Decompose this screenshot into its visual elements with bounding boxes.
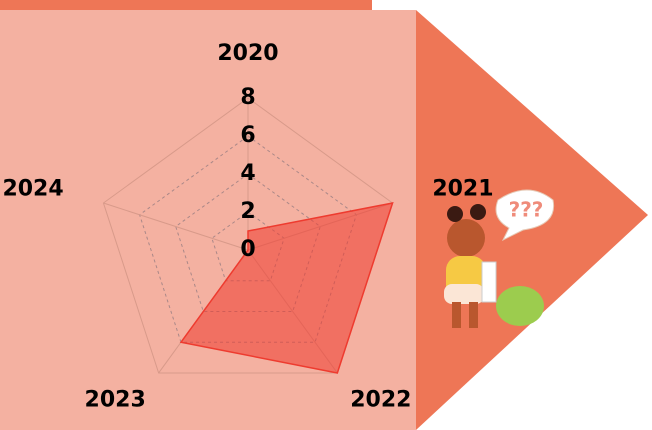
r-tick-label: 6	[240, 123, 255, 148]
diaper	[444, 284, 484, 304]
category-label: 2020	[217, 41, 278, 66]
illustration: ???	[444, 189, 555, 328]
top-bar	[0, 0, 372, 10]
category-label: 2023	[85, 388, 146, 413]
grid-ring	[102, 97, 394, 374]
leg	[452, 302, 461, 328]
category-label: 2022	[350, 388, 411, 413]
radar-area	[179, 202, 394, 374]
r-tick-label: 0	[240, 237, 255, 262]
paper-roll	[481, 261, 497, 303]
hair-bun	[470, 204, 486, 220]
category-label: 2021	[432, 176, 493, 201]
grid-ring	[138, 135, 358, 343]
r-tick-label: 4	[240, 161, 255, 186]
leg	[469, 302, 478, 328]
head	[447, 219, 485, 257]
r-tick-label: 2	[240, 199, 255, 224]
r-tick-label: 8	[240, 85, 255, 110]
thought-bubble	[495, 189, 555, 242]
spoke	[103, 202, 249, 251]
question-marks: ???	[509, 198, 544, 222]
category-label: 2024	[2, 176, 63, 201]
potty	[496, 286, 544, 326]
hair-bun	[447, 206, 463, 222]
